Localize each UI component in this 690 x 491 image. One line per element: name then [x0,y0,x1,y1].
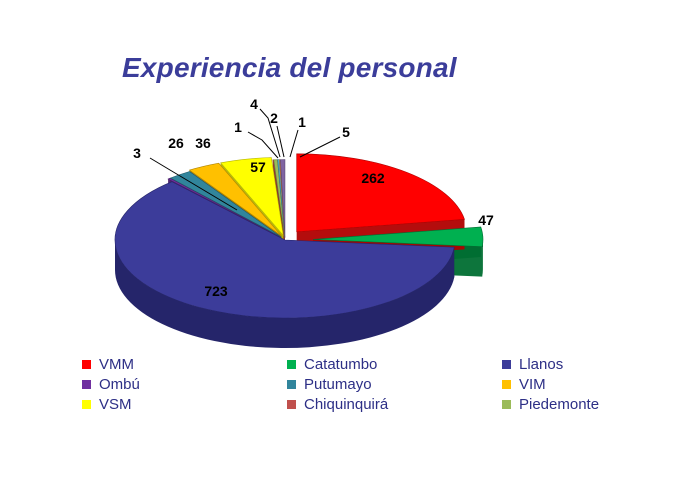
data-label-chiquinquir-: 1 [234,119,242,135]
pie-tops [114,153,484,319]
slice-slice-11 [280,159,286,238]
legend-item-vim: VIM [502,376,546,393]
legend-item-catatumbo: Catatumbo [287,356,377,373]
slice-llanos [114,181,455,319]
leader-line-slice-9 [276,125,285,158]
legend-label-ombu: Ombú [99,376,140,393]
leader-line-slice-10 [289,129,299,158]
data-label-vim: 36 [195,135,211,151]
legend-item-llanos: Llanos [502,356,563,373]
legend-swatch-piedemonte [502,400,511,409]
slice-side-llanos [114,240,455,349]
leader-line-omb- [149,157,238,211]
data-label-piedemonte: 4 [250,96,258,112]
data-label-slice-9: 2 [270,110,278,126]
data-label-putumayo: 26 [168,135,184,151]
legend-label-piedemonte: Piedemonte [519,396,600,413]
data-label-catatumbo: 47 [478,212,494,228]
slice-side-catatumbo [482,239,483,277]
legend-label-llanos: Llanos [519,356,564,373]
leader-line-piedemonte [259,108,281,158]
slice-vsm [220,157,284,237]
data-label-vsm: 57 [250,159,266,175]
legend-swatch-vmm [82,360,91,369]
chart-title: Experiencia del personal [122,52,457,83]
legend-swatch-putumayo [287,380,296,389]
data-label-slice-10: 1 [298,114,306,130]
legend-swatch-vim [502,380,511,389]
slice-vmm [296,153,465,233]
data-label-slice-11: 5 [342,124,350,140]
data-label-omb-: 3 [133,145,141,161]
legend-label-vsm: VSM [99,396,132,413]
leader-line-chiquinquir- [247,131,279,159]
slice-vim [188,162,282,236]
legend-label-putumayo: Putumayo [304,376,372,393]
data-label-llanos: 723 [204,283,228,299]
legend-label-vim: VIM [519,376,546,393]
leader-line-slice-11 [299,136,341,158]
legend-swatch-vsm [82,400,91,409]
legend-item-chiquinquira: Chiquinquirá [287,396,388,413]
legend-label-catatumbo: Catatumbo [304,356,378,373]
legend-swatch-llanos [502,360,511,369]
slice-catatumbo [312,226,484,247]
slice-putumayo [169,171,282,238]
legend-item-putumayo: Putumayo [287,376,372,393]
legend-label-vmm: VMM [99,356,134,373]
legend: VMM Catatumbo Llanos Ombú Putumayo VIM V… [82,356,642,418]
legend-swatch-ombu [82,380,91,389]
legend-label-chiquinquira: Chiquinquirá [304,396,389,413]
legend-item-piedemonte: Piedemonte [502,396,599,413]
legend-item-vsm: VSM [82,396,132,413]
slice-omb- [167,177,282,238]
data-label-vmm: 262 [361,170,385,186]
legend-item-ombu: Ombú [82,376,140,393]
legend-swatch-chiquinquira [287,400,296,409]
legend-item-vmm: VMM [82,356,134,373]
legend-swatch-catatumbo [287,360,296,369]
